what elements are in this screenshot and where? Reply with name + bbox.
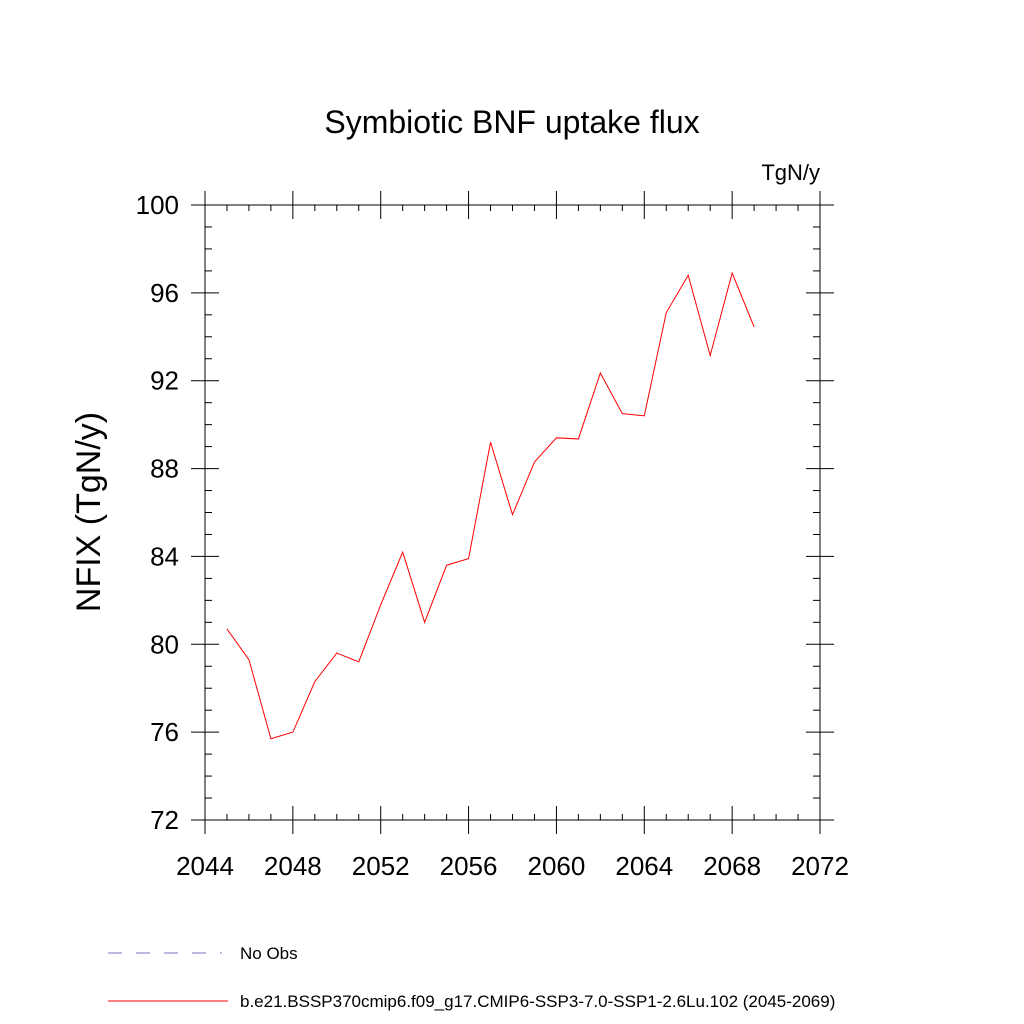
series-group (226, 271, 755, 740)
x-tick-label: 2072 (791, 851, 849, 881)
legend-label-model: b.e21.BSSP370cmip6.f09_g17.CMIP6-SSP3-7.… (240, 992, 835, 1011)
x-tick-label: 2052 (352, 851, 410, 881)
x-tick-label: 2044 (176, 851, 234, 881)
y-tick-label: 100 (136, 190, 179, 220)
y-tick-label: 80 (150, 629, 179, 659)
units-label: TgN/y (761, 160, 820, 185)
y-tick-label: 92 (150, 366, 179, 396)
chart-title: Symbiotic BNF uptake flux (324, 104, 699, 140)
y-tick-label: 76 (150, 717, 179, 747)
x-tick-label: 2060 (528, 851, 586, 881)
y-tick-label: 72 (150, 805, 179, 835)
y-axis-label: NFIX (TgN/y) (70, 412, 108, 612)
axis-ticks (191, 191, 834, 834)
x-tick-label: 2068 (703, 851, 761, 881)
x-tick-label: 2064 (615, 851, 673, 881)
x-tick-label: 2056 (440, 851, 498, 881)
y-tick-label: 88 (150, 454, 179, 484)
legend-label-no-obs: No Obs (240, 944, 298, 963)
legend: No Obs b.e21.BSSP370cmip6.f09_g17.CMIP6-… (108, 944, 835, 1011)
plot-frame (204, 204, 821, 821)
y-tick-label: 96 (150, 278, 179, 308)
x-tick-labels: 2044 2048 2052 2056 2060 2064 2068 2072 (176, 851, 849, 881)
series-line-0 (226, 271, 755, 740)
y-tick-labels: 72 76 80 84 88 92 96 100 (136, 190, 179, 835)
x-tick-label: 2048 (264, 851, 322, 881)
y-tick-label: 84 (150, 541, 179, 571)
